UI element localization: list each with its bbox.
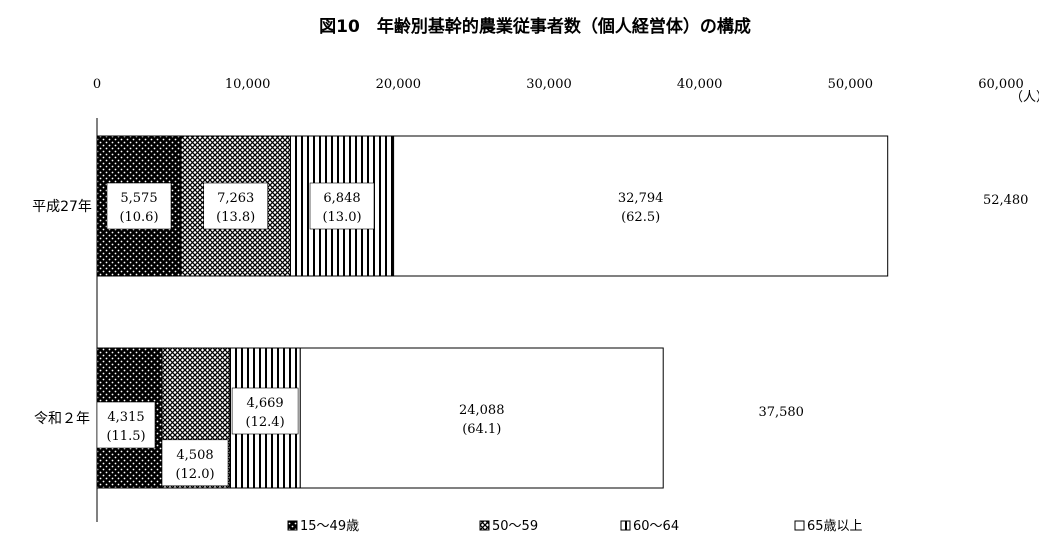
data-label-value: 6,848 [323, 191, 360, 206]
legend-label: 15～49歳 [300, 519, 359, 534]
bars-layer: 平成27年 5,575 (10.6) 7,263 (13.8) 6,848 (13.0) 32… [32, 135, 1029, 489]
x-tick-label: 40,000 [677, 77, 723, 92]
data-label-value: 4,669 [246, 396, 283, 411]
data-label-percent: (62.5) [621, 210, 660, 225]
data-label-box [203, 182, 269, 230]
data-label-percent: (12.0) [175, 467, 214, 482]
data-label-box [96, 401, 156, 449]
data-label-box [106, 182, 172, 230]
x-axis-unit: （人） [1010, 90, 1039, 105]
data-label-percent: (13.8) [216, 210, 255, 225]
legend-label: 50～59 [492, 519, 538, 534]
category-label: 令和２年 [34, 411, 90, 427]
bar-segment [393, 135, 889, 277]
data-label-percent: (13.0) [322, 210, 361, 225]
data-label-value: 32,794 [618, 191, 664, 206]
data-label-percent: (64.1) [462, 422, 501, 437]
legend-label: 65歳以上 [807, 519, 863, 534]
legend-label: 60～64 [633, 519, 679, 534]
data-label-box [161, 439, 229, 487]
legend-swatch [620, 520, 631, 531]
data-label-value: 7,263 [217, 191, 254, 206]
chart-title: 図10 年齢別基幹的農業従事者数（個人経営体）の構成 [319, 16, 751, 37]
data-label-percent: (10.6) [119, 210, 158, 225]
data-label-value: 24,088 [459, 403, 505, 418]
category-label: 平成27年 [32, 199, 92, 215]
x-axis-ticks: 0 10,000 20,000 30,000 40,000 50,000 60,000 [93, 77, 1024, 92]
x-tick-label: 20,000 [376, 77, 422, 92]
data-label-percent: (12.4) [246, 415, 285, 430]
data-label-percent: (11.5) [106, 429, 145, 444]
legend-swatch [287, 520, 298, 531]
legend: 15～49歳 50～59 60～64 65歳以上 [287, 519, 863, 534]
bar-segment [299, 347, 664, 489]
total-label: 37,580 [758, 405, 804, 420]
data-label-box [309, 182, 375, 230]
data-label-value: 4,508 [176, 448, 213, 463]
x-tick-label: 60,000 [978, 77, 1024, 92]
data-label-value: 5,575 [120, 191, 157, 206]
x-tick-label: 50,000 [828, 77, 874, 92]
legend-swatch [794, 520, 805, 531]
data-label-value: 4,315 [107, 410, 144, 425]
legend-swatch [479, 520, 490, 531]
x-tick-label: 30,000 [526, 77, 572, 92]
data-label-box [231, 387, 299, 435]
total-label: 52,480 [983, 193, 1029, 208]
x-tick-label: 0 [93, 77, 101, 92]
x-tick-label: 10,000 [225, 77, 271, 92]
